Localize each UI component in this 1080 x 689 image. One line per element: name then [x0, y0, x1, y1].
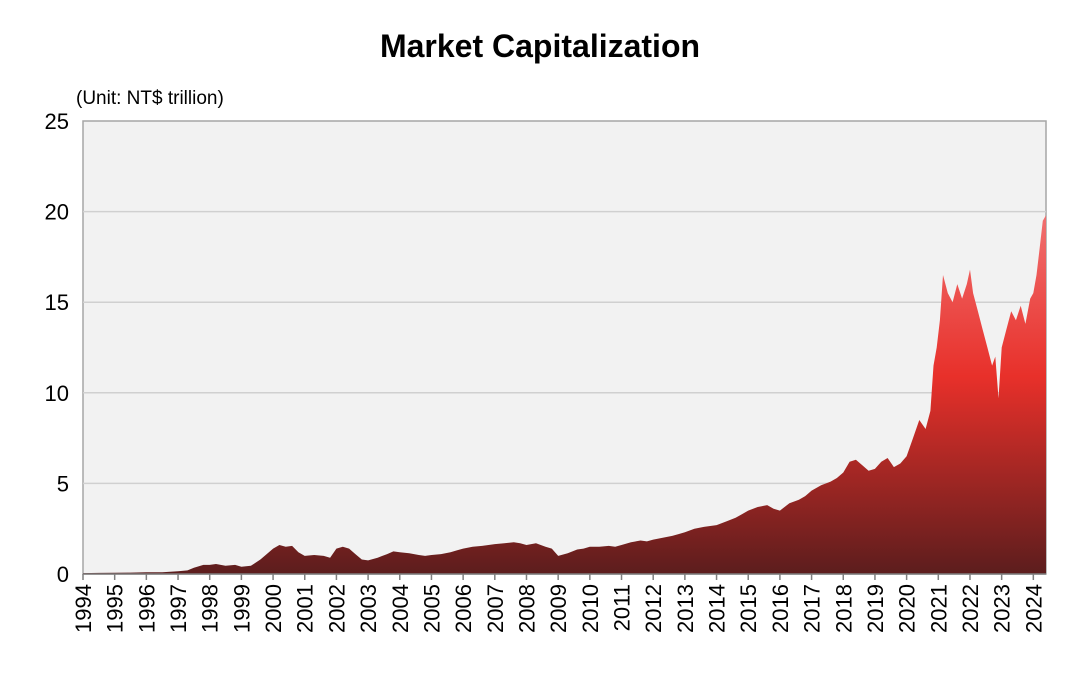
x-tick-label: 2020 — [895, 584, 920, 633]
x-tick-label: 2016 — [768, 584, 793, 633]
x-tick-label: 2002 — [324, 584, 349, 633]
x-tick-label: 1999 — [229, 584, 254, 633]
x-tick-label: 1994 — [71, 584, 96, 633]
y-tick-label: 0 — [57, 562, 69, 587]
x-tick-label: 2024 — [1021, 584, 1046, 633]
unit-label: (Unit: NT$ trillion) — [76, 88, 224, 109]
x-tick-label: 2022 — [958, 584, 983, 633]
x-tick-label: 2001 — [293, 584, 318, 633]
x-axis-ticks: 1994 1995 1996 1997 1998 1999 2000 2001 2002 2003… — [71, 574, 1046, 633]
chart-title: Market Capitalization — [379, 28, 701, 64]
x-tick-label: 2008 — [514, 584, 539, 633]
x-tick-label: 2003 — [356, 584, 381, 633]
x-tick-label: 1996 — [134, 584, 159, 633]
y-tick-label: 20 — [45, 200, 69, 225]
y-tick-label: 10 — [45, 381, 69, 406]
x-tick-label: 1998 — [198, 584, 223, 633]
y-tick-label: 25 — [45, 109, 69, 134]
y-tick-label: 5 — [57, 471, 69, 496]
x-tick-label: 2012 — [641, 584, 666, 633]
x-tick-label: 2015 — [736, 584, 761, 633]
x-tick-label: 1997 — [166, 584, 191, 633]
x-tick-label: 2011 — [610, 584, 635, 631]
x-tick-label: 2014 — [705, 584, 730, 633]
x-tick-label: 2007 — [483, 584, 508, 633]
y-tick-label: 15 — [45, 290, 69, 315]
x-tick-label: 2018 — [831, 584, 856, 633]
x-tick-label: 2021 — [926, 584, 951, 633]
x-tick-label: 2013 — [673, 584, 698, 633]
x-tick-label: 2017 — [800, 584, 825, 633]
x-tick-label: 2004 — [388, 584, 413, 633]
market-cap-area — [83, 215, 1046, 574]
y-axis-ticks: 0 5 10 15 20 25 — [45, 109, 69, 587]
x-tick-label: 2010 — [578, 584, 603, 633]
x-tick-label: 2000 — [261, 584, 286, 633]
x-tick-label: 2023 — [990, 584, 1015, 633]
x-tick-label: 1995 — [103, 584, 128, 633]
x-tick-label: 2005 — [419, 584, 444, 633]
x-tick-label: 2019 — [863, 584, 888, 633]
x-tick-label: 2009 — [546, 584, 571, 633]
x-tick-label: 2006 — [451, 584, 476, 633]
